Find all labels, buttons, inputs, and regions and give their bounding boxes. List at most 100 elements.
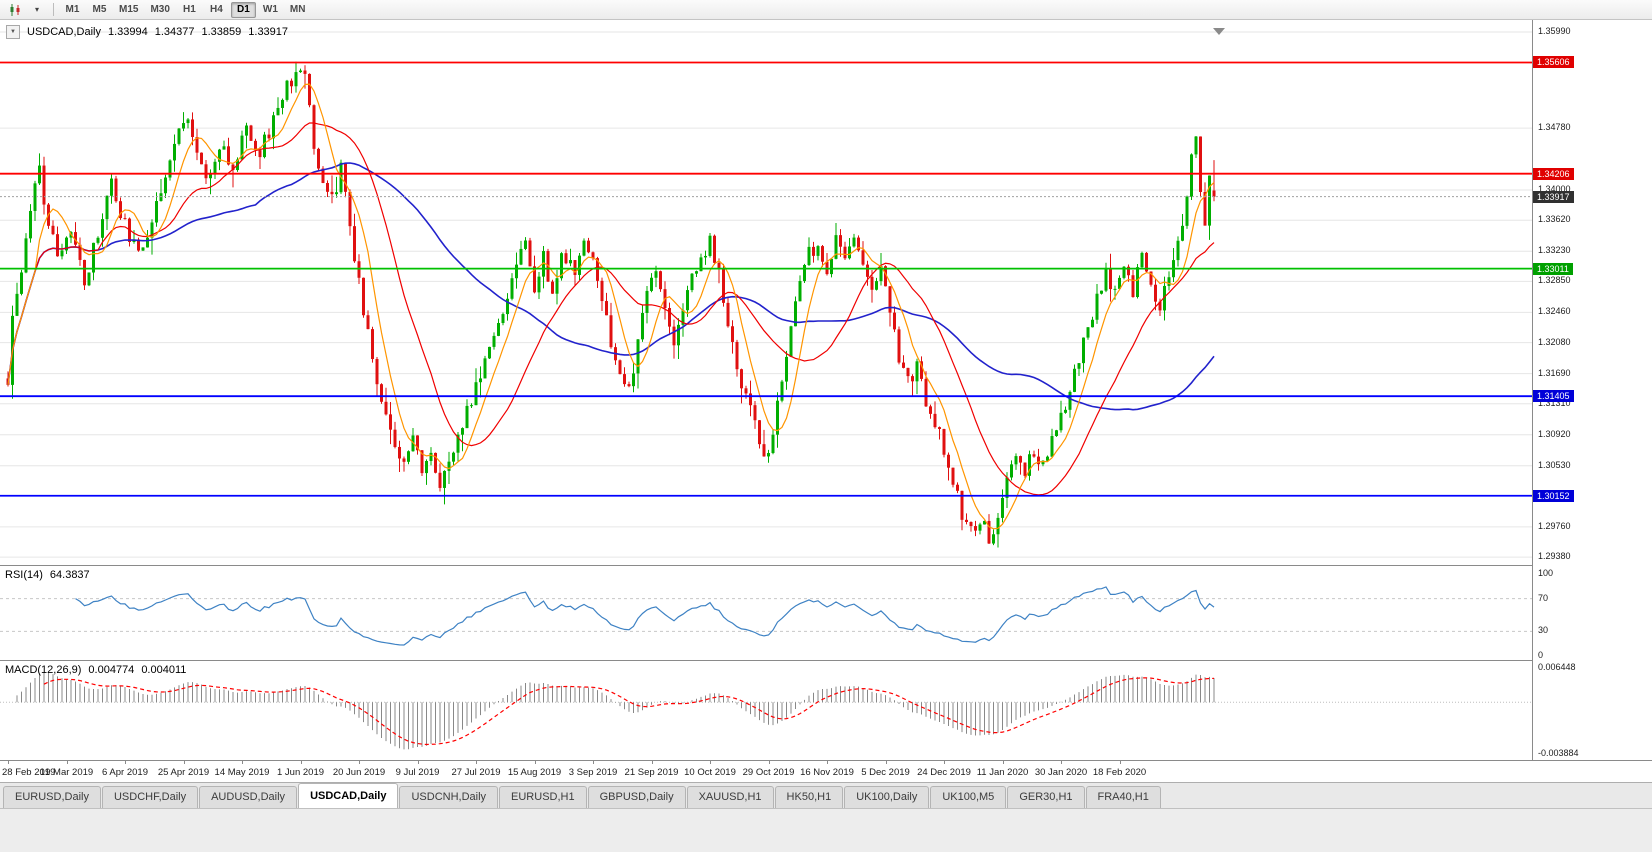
- date-tick: [1002, 761, 1004, 764]
- date-axis-label: 3 Sep 2019: [568, 767, 618, 778]
- chart-tab-audusd-daily[interactable]: AUDUSD,Daily: [199, 786, 298, 808]
- date-axis-label: 25 Apr 2019: [157, 767, 210, 778]
- price-axis[interactable]: 1.35990 1.34780 1.34000 1.33620 1.33230 1.328…: [1532, 20, 1652, 760]
- chart-title: ▼ USDCAD,Daily 1.33994 1.34377 1.33859 1…: [6, 25, 288, 39]
- date-tick: [651, 761, 653, 764]
- panel-separator-rsi[interactable]: [0, 565, 1652, 566]
- timeframe-button-mn[interactable]: MN: [285, 2, 311, 18]
- date-axis-label: 21 Sep 2019: [624, 767, 679, 778]
- chart-tab-bar: EURUSD,Daily USDCHF,Daily AUDUSD,Daily USDC…: [0, 782, 1652, 808]
- date-tick: [183, 761, 185, 764]
- chart-tab-xauusd-h1[interactable]: XAUUSD,H1: [686, 786, 774, 808]
- rsi-label: RSI(14) 64.3837: [5, 569, 90, 581]
- timeframe-button-m1[interactable]: M1: [60, 2, 85, 18]
- chart-tab-eurusd-h1[interactable]: EURUSD,H1: [499, 786, 587, 808]
- date-tick: [242, 761, 243, 764]
- date-axis-label: 24 Dec 2019: [917, 767, 971, 778]
- macd-axis-label-min: -0.003884: [1538, 748, 1579, 758]
- rsi-axis-label: 100: [1538, 568, 1554, 578]
- date-tick: [534, 761, 536, 764]
- timeframe-button-h4[interactable]: H4: [204, 2, 229, 18]
- date-tick: [66, 761, 68, 764]
- chart-tab-uk100-m5[interactable]: UK100,M5: [930, 786, 1007, 808]
- price-axis-label: 1.34780: [1538, 122, 1571, 133]
- date-tick: [1061, 761, 1062, 764]
- macd-axis-label-max: 0.006448: [1538, 662, 1576, 672]
- price-tag-red: 1.35606: [1533, 56, 1574, 69]
- date-tick: [476, 761, 477, 764]
- collapse-indicator-icon[interactable]: ▼: [6, 25, 20, 39]
- timeframe-button-m15[interactable]: M15: [114, 2, 143, 18]
- chart-tab-uk100-daily[interactable]: UK100,Daily: [844, 786, 930, 808]
- date-axis-label: 16 Nov 2019: [800, 767, 854, 778]
- rsi-axis-label: 0: [1538, 650, 1544, 660]
- chart-tab-fra40-h1[interactable]: FRA40,H1: [1085, 786, 1161, 808]
- chart-type-dropdown[interactable]: ▾: [27, 1, 47, 19]
- date-tick: [417, 761, 419, 764]
- date-axis-label: 15 Aug 2019: [507, 767, 562, 778]
- rsi-name: RSI(14): [5, 569, 43, 581]
- date-axis-label: 14 May 2019: [214, 767, 270, 778]
- panel-separator-macd[interactable]: [0, 660, 1652, 661]
- date-axis-label: 19 Mar 2019: [39, 767, 94, 778]
- timeframe-button-w1[interactable]: W1: [258, 2, 283, 18]
- timeframe-button-h1[interactable]: H1: [177, 2, 202, 18]
- price-axis-label: 1.32080: [1538, 336, 1571, 347]
- date-axis-label: 9 Jul 2019: [395, 767, 440, 778]
- date-axis-label: 28 Feb 2019: [2, 767, 56, 778]
- chart-open-value: 1.33994: [107, 26, 148, 38]
- price-axis-label: 1.31690: [1538, 367, 1571, 378]
- date-axis-label: 11 Jan 2020: [976, 767, 1029, 778]
- date-tick: [827, 761, 828, 764]
- price-axis-label: 1.29380: [1538, 551, 1571, 562]
- date-axis-label: 18 Feb 2020: [1092, 767, 1147, 778]
- date-tick: [768, 761, 770, 764]
- date-axis-label: 30 Jan 2020: [1034, 767, 1088, 778]
- date-tick: [710, 761, 711, 764]
- date-tick: [944, 761, 945, 764]
- date-axis[interactable]: 28 Feb 2019 19 Mar 2019 6 Apr 2019 25 Apr 2…: [0, 761, 1652, 782]
- panel-separator-dates: [0, 760, 1652, 761]
- macd-name: MACD(12,26,9): [5, 664, 82, 676]
- rsi-value: 64.3837: [49, 569, 90, 581]
- grid-layer: [0, 31, 1532, 558]
- date-axis-label: 6 Apr 2019: [102, 767, 148, 778]
- toolbar: ▾ M1 M5 M15 M30 H1 H4 D1 W1 MN: [0, 0, 1652, 20]
- date-tick: [593, 761, 594, 764]
- price-axis-label: 1.30920: [1538, 428, 1571, 439]
- price-axis-label: 1.34000: [1538, 184, 1571, 195]
- chart-type-button[interactable]: [5, 1, 25, 19]
- date-tick: [1119, 761, 1121, 764]
- candles-layer: [6, 61, 1216, 548]
- chart-tab-hk50-h1[interactable]: HK50,H1: [774, 786, 844, 808]
- price-tag-red: 1.34206: [1533, 167, 1574, 180]
- candlestick-chart-icon: [10, 3, 20, 16]
- price-axis-label: 1.33620: [1538, 214, 1571, 225]
- chart-symbol-label: USDCAD,Daily: [27, 26, 101, 38]
- chart-canvas[interactable]: ▼ USDCAD,Daily 1.33994 1.34377 1.33859 1…: [0, 20, 1652, 782]
- chart-high-value: 1.34377: [154, 26, 195, 38]
- price-tag-blue: 1.31405: [1533, 390, 1574, 403]
- chart-tab-usdchf-daily[interactable]: USDCHF,Daily: [101, 786, 199, 808]
- ma-fast-line: [7, 83, 1215, 530]
- chart-tab-eurusd-daily[interactable]: EURUSD,Daily: [3, 786, 101, 808]
- timeframe-button-m5[interactable]: M5: [87, 2, 112, 18]
- chart-tab-ger30-h1[interactable]: GER30,H1: [1007, 786, 1085, 808]
- date-axis-label: 1 Jun 2019: [276, 767, 325, 778]
- date-tick: [359, 761, 360, 764]
- chart-plot[interactable]: [0, 20, 1652, 782]
- macd-label: MACD(12,26,9) 0.004774 0.004011: [5, 664, 186, 676]
- timeframe-button-m30[interactable]: M30: [145, 2, 174, 18]
- chart-tab-gbpusd-daily[interactable]: GBPUSD,Daily: [587, 786, 686, 808]
- timeframe-button-d1[interactable]: D1: [230, 1, 256, 18]
- chart-low-value: 1.33859: [201, 26, 242, 38]
- chart-shift-marker[interactable]: [1213, 28, 1225, 35]
- chart-tab-usdcnh-daily[interactable]: USDCNH,Daily: [399, 786, 499, 808]
- chart-tab-usdcad-daily[interactable]: USDCAD,Daily: [298, 783, 399, 808]
- toolbar-separator: [53, 3, 54, 16]
- price-tag-current: 1.33917: [1533, 190, 1574, 203]
- date-axis-label: 20 Jun 2019: [332, 767, 386, 778]
- price-axis-label: 1.30530: [1538, 459, 1571, 470]
- date-tick: [125, 761, 126, 764]
